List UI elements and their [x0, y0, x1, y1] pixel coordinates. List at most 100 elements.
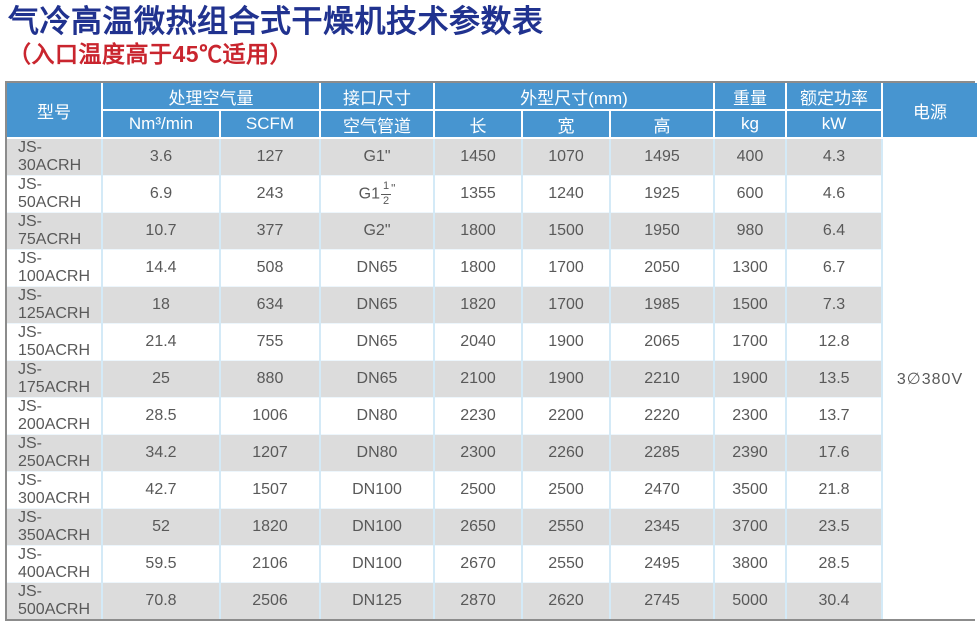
kw-cell: 12.8 [785, 323, 883, 361]
kg-cell: 600 [713, 175, 787, 213]
width-cell: 1500 [521, 212, 610, 250]
pipe-cell: DN100 [319, 545, 434, 583]
height-cell: 2210 [608, 360, 715, 398]
length-cell: 2300 [433, 434, 522, 472]
width-cell: 2620 [521, 582, 610, 620]
kg-cell: 3800 [713, 545, 787, 583]
header-rated-power: 额定功率 [785, 83, 884, 112]
kw-cell: 6.4 [785, 212, 883, 250]
subheader-width: 宽 [521, 109, 611, 140]
height-cell: 2050 [608, 249, 715, 287]
width-cell: 1700 [521, 286, 610, 324]
scfm-cell: 634 [219, 286, 320, 324]
kw-cell: 4.3 [785, 138, 883, 176]
model-cell: JS-100ACRH [7, 249, 102, 287]
scfm-cell: 1207 [219, 434, 320, 472]
subheader-nm3-per-min: Nm³/min [101, 109, 221, 140]
spec-table-body: JS-30ACRH 3.6 127 G1" 1450 1070 1495 400 4.3 3∅38… [7, 138, 978, 620]
header-dimensions: 外型尺寸(mm) [432, 83, 716, 112]
table-row: JS-30ACRH 3.6 127 G1" 1450 1070 1495 400 4.3 3∅38… [7, 138, 978, 620]
width-cell: 2260 [521, 434, 610, 472]
kg-cell: 3700 [713, 508, 787, 546]
pipe-cell: DN80 [319, 397, 434, 435]
header-row-2: Nm³/min SCFM 空气管道 长 宽 高 kg kW [7, 109, 977, 140]
kw-cell: 13.7 [785, 397, 883, 435]
kg-cell: 2300 [713, 397, 787, 435]
height-cell: 1495 [608, 138, 715, 176]
header-power-supply: 电源 [881, 83, 978, 140]
model-cell: JS-30ACRH [7, 138, 102, 176]
scfm-cell: 377 [219, 212, 320, 250]
pipe-cell: DN100 [319, 508, 434, 546]
kw-cell: 13.5 [785, 360, 883, 398]
model-cell: JS-200ACRH [7, 397, 102, 435]
model-cell: JS-350ACRH [7, 508, 102, 546]
length-cell: 2230 [433, 397, 522, 435]
length-cell: 2500 [433, 471, 522, 509]
model-cell: JS-50ACRH [7, 175, 102, 213]
scfm-cell: 755 [219, 323, 320, 361]
model-cell: JS-125ACRH [7, 286, 102, 324]
pipe-cell: DN65 [319, 360, 434, 398]
length-cell: 2670 [433, 545, 522, 583]
pipe-cell: G1" [319, 138, 434, 176]
height-cell: 1950 [608, 212, 715, 250]
height-cell: 2495 [608, 545, 715, 583]
length-cell: 2040 [433, 323, 522, 361]
kw-cell: 4.6 [785, 175, 883, 213]
page-subtitle: （入口温度高于45℃适用） [8, 40, 294, 67]
width-cell: 1240 [521, 175, 610, 213]
width-cell: 2550 [521, 508, 610, 546]
header-port-size: 接口尺寸 [319, 83, 435, 112]
scfm-cell: 127 [219, 138, 320, 176]
table-row: JS-75ACRH 10.7 377 G2" 1800 1500 1950 980 6.4 [7, 212, 977, 250]
spec-table-wrapper: 型号 处理空气量 接口尺寸 外型尺寸(mm) 重量 额定功率 电源 Nm³/mi… [5, 81, 978, 621]
header-model: 型号 [7, 83, 103, 140]
model-cell: JS-300ACRH [7, 471, 102, 509]
kg-cell: 1500 [713, 286, 787, 324]
table-row: JS-125ACRH 18 634 DN65 1820 1700 1985 1500 7.3 [7, 286, 977, 324]
page-title: 气冷高温微热组合式干燥机技术参数表 [8, 4, 544, 39]
width-cell: 1900 [521, 323, 610, 361]
kw-cell: 30.4 [785, 582, 883, 620]
nm3-cell: 59.5 [101, 545, 220, 583]
model-cell: JS-175ACRH [7, 360, 102, 398]
table-row: JS-400ACRH 59.5 2106 DN100 2670 2550 2495 3800 2… [7, 545, 977, 583]
nm3-cell: 25 [101, 360, 220, 398]
nm3-cell: 70.8 [101, 582, 220, 620]
table-row: JS-150ACRH 21.4 755 DN65 2040 1900 2065 1700 12.… [7, 323, 977, 361]
kg-cell: 5000 [713, 582, 787, 620]
height-cell: 2065 [608, 323, 715, 361]
kg-cell: 1700 [713, 323, 787, 361]
scfm-cell: 2106 [219, 545, 320, 583]
scfm-cell: 508 [219, 249, 320, 287]
header-air-volume: 处理空气量 [101, 83, 321, 112]
length-cell: 1450 [433, 138, 522, 176]
pipe-cell: DN65 [319, 249, 434, 287]
length-cell: 1800 [433, 249, 522, 287]
kg-cell: 2390 [713, 434, 787, 472]
scfm-cell: 2506 [219, 582, 320, 620]
subheader-height: 高 [608, 109, 716, 140]
width-cell: 1900 [521, 360, 610, 398]
pipe-cell: G1 1 2 " [319, 175, 434, 213]
nm3-cell: 14.4 [101, 249, 220, 287]
nm3-cell: 52 [101, 508, 220, 546]
model-cell: JS-250ACRH [7, 434, 102, 472]
subheader-length: 长 [433, 109, 523, 140]
nm3-cell: 42.7 [101, 471, 220, 509]
nm3-cell: 21.4 [101, 323, 220, 361]
width-cell: 1700 [521, 249, 610, 287]
height-cell: 2745 [608, 582, 715, 620]
length-cell: 1355 [433, 175, 522, 213]
table-row: JS-250ACRH 34.2 1207 DN80 2300 2260 2285 2390 17… [7, 434, 977, 472]
width-cell: 2550 [521, 545, 610, 583]
subheader-kg: kg [713, 109, 788, 140]
height-cell: 2470 [608, 471, 715, 509]
height-cell: 2345 [608, 508, 715, 546]
length-cell: 1800 [433, 212, 522, 250]
kg-cell: 980 [713, 212, 787, 250]
header-row-1: 型号 处理空气量 接口尺寸 外型尺寸(mm) 重量 额定功率 电源 [7, 83, 978, 140]
subheader-kw: kW [785, 109, 884, 140]
